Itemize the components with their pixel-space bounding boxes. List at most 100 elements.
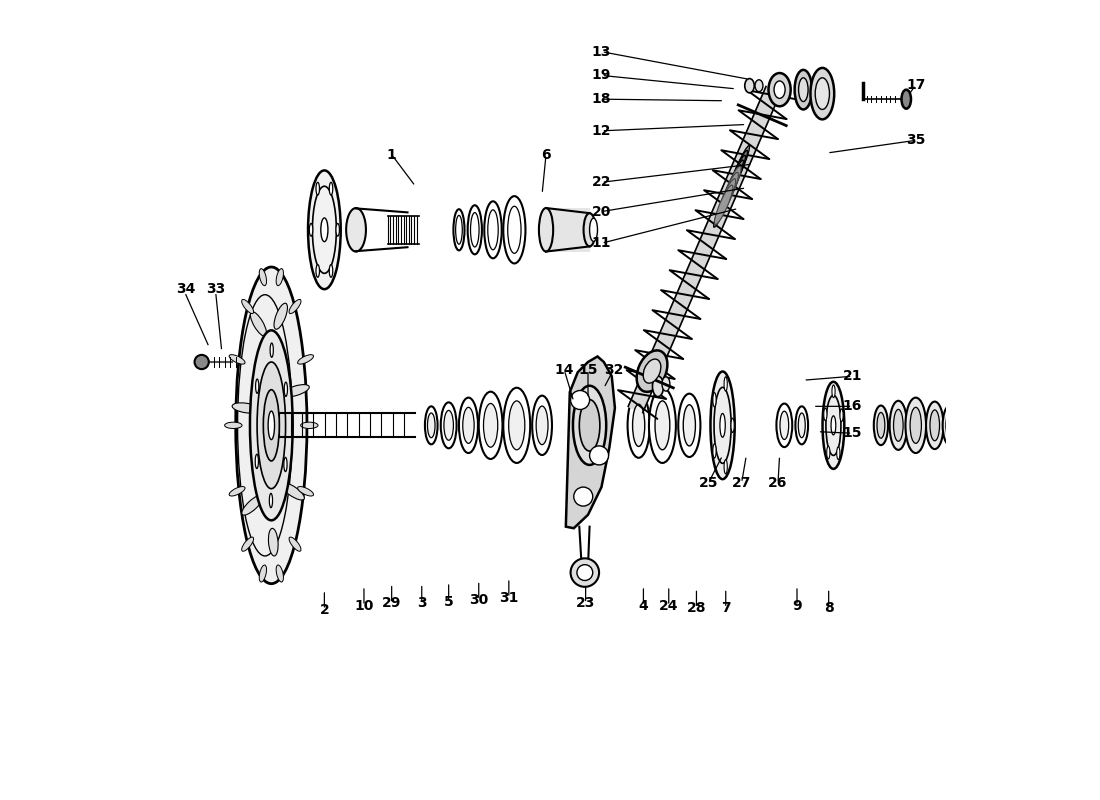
Ellipse shape [257,362,286,489]
Ellipse shape [728,146,749,194]
Ellipse shape [504,196,526,263]
Ellipse shape [905,398,926,453]
Ellipse shape [321,218,328,242]
Ellipse shape [289,299,301,314]
Ellipse shape [644,359,661,383]
Ellipse shape [459,398,478,453]
Ellipse shape [683,405,695,446]
Ellipse shape [724,377,727,391]
Text: 22: 22 [592,175,612,190]
Ellipse shape [329,182,333,195]
Ellipse shape [346,208,366,251]
Ellipse shape [270,494,273,508]
Ellipse shape [441,402,456,448]
Text: 26: 26 [768,476,788,490]
Ellipse shape [444,410,453,440]
Text: 8: 8 [824,602,834,615]
Ellipse shape [229,354,245,364]
Ellipse shape [308,170,341,289]
Ellipse shape [268,528,278,556]
Ellipse shape [713,393,716,407]
Text: 13: 13 [592,45,612,58]
Text: 1: 1 [387,147,396,162]
Ellipse shape [232,403,260,413]
Circle shape [590,446,608,465]
Ellipse shape [637,350,668,392]
Ellipse shape [463,407,474,443]
Ellipse shape [250,330,293,520]
Ellipse shape [276,565,284,582]
Text: 14: 14 [554,363,574,377]
Text: 30: 30 [469,594,488,607]
Ellipse shape [428,413,436,438]
Ellipse shape [662,377,670,391]
Ellipse shape [774,81,785,98]
Bar [546,208,590,251]
Ellipse shape [799,78,808,102]
Ellipse shape [795,406,808,444]
Ellipse shape [229,486,245,496]
Text: 16: 16 [843,399,862,414]
Ellipse shape [720,172,738,212]
Ellipse shape [654,401,670,450]
Ellipse shape [679,394,701,457]
Ellipse shape [300,422,318,429]
Text: 11: 11 [592,236,612,250]
Ellipse shape [632,404,645,446]
Ellipse shape [280,482,305,500]
Ellipse shape [508,401,525,450]
Ellipse shape [711,371,735,479]
Ellipse shape [830,416,836,435]
Text: 10: 10 [354,599,374,613]
Text: 15: 15 [843,426,862,440]
Ellipse shape [652,376,663,397]
Ellipse shape [840,409,843,422]
Ellipse shape [724,460,727,474]
Ellipse shape [539,208,553,251]
Ellipse shape [260,565,266,582]
Ellipse shape [716,174,737,222]
Ellipse shape [289,537,301,551]
Ellipse shape [224,422,242,429]
Text: 4: 4 [638,599,648,613]
Ellipse shape [590,218,597,242]
Ellipse shape [298,354,314,364]
Ellipse shape [235,267,307,584]
Ellipse shape [255,454,258,469]
Ellipse shape [824,408,827,421]
Ellipse shape [717,178,736,218]
Ellipse shape [536,406,548,445]
Circle shape [576,565,593,581]
Ellipse shape [811,68,834,119]
Ellipse shape [263,390,279,461]
Text: 35: 35 [906,134,925,147]
Text: 6: 6 [541,147,551,162]
Ellipse shape [877,413,884,438]
Ellipse shape [717,170,739,218]
Text: 34: 34 [176,282,196,296]
Ellipse shape [780,411,789,439]
Polygon shape [628,86,781,413]
Ellipse shape [532,396,552,455]
Ellipse shape [815,78,829,110]
Text: 9: 9 [792,599,802,613]
Ellipse shape [316,182,319,195]
Ellipse shape [284,382,287,397]
Ellipse shape [837,447,840,459]
Ellipse shape [832,385,835,398]
Ellipse shape [799,413,805,438]
Ellipse shape [714,179,735,227]
Ellipse shape [478,392,503,459]
Ellipse shape [298,486,314,496]
Ellipse shape [722,160,744,208]
Ellipse shape [268,411,275,439]
Ellipse shape [251,312,266,336]
Text: 29: 29 [382,597,402,610]
Text: 3: 3 [417,597,427,610]
Ellipse shape [890,401,908,450]
Ellipse shape [910,407,922,443]
Text: 17: 17 [906,78,925,92]
Ellipse shape [573,386,606,465]
Circle shape [571,390,590,410]
Text: 19: 19 [592,69,612,82]
